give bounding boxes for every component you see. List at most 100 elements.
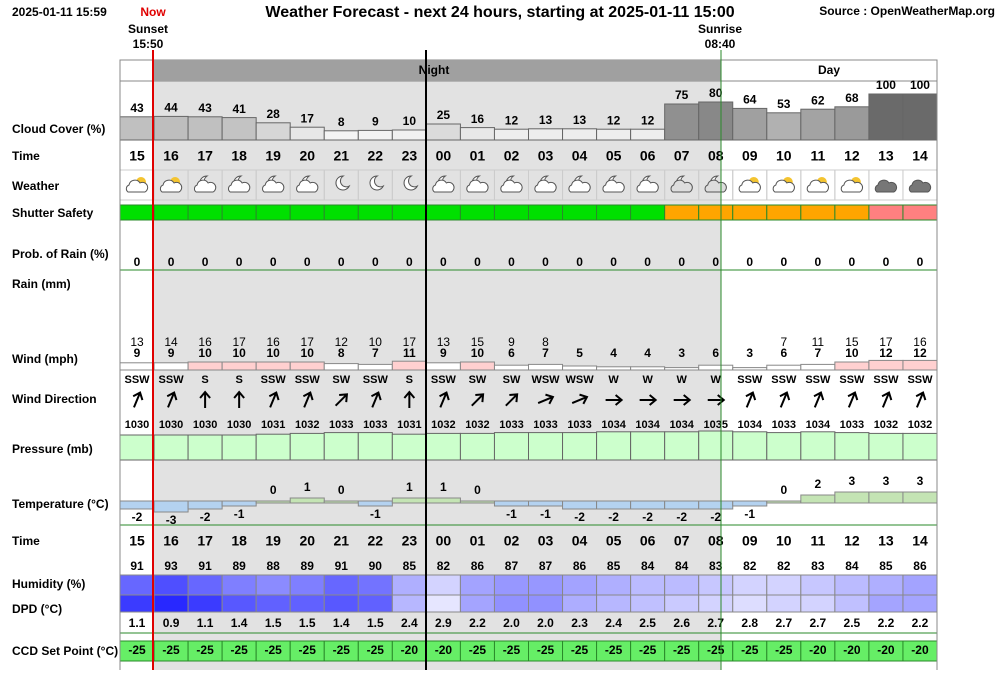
- time: 12: [844, 148, 860, 164]
- wind-gust: 16: [913, 335, 927, 349]
- pressure-value: 1030: [227, 419, 251, 431]
- temperature-bar: [119, 500, 155, 510]
- time: 12: [844, 533, 860, 549]
- time: 14: [912, 533, 928, 549]
- humidity-value: 91: [335, 559, 349, 573]
- shutter-cell: [562, 204, 598, 221]
- cloud-icon: [534, 179, 557, 193]
- temperature-value: -3: [166, 513, 177, 527]
- wind-bar: [528, 363, 564, 371]
- wind-speed: 10: [301, 346, 315, 360]
- pressure-bar: [357, 432, 393, 461]
- wind-bar: [800, 363, 836, 371]
- temperature-value: -1: [506, 507, 517, 521]
- cloud-icon: [228, 179, 251, 193]
- time: 00: [436, 533, 452, 549]
- cloud-icon: [568, 179, 591, 193]
- pressure-value: 1033: [329, 419, 353, 431]
- humidity-bar: [698, 574, 734, 596]
- dpd-bar: [800, 594, 836, 613]
- humidity-value: 84: [845, 559, 859, 573]
- row-label: Wind (mph): [12, 352, 78, 366]
- wind-arrow: [166, 391, 178, 408]
- temperature-value: -1: [540, 507, 551, 521]
- wind-arrow: [370, 391, 382, 408]
- humidity-bar: [153, 574, 189, 596]
- ccd-value: -25: [707, 643, 725, 657]
- ccd-value: -25: [775, 643, 793, 657]
- cloud-bar: [357, 129, 393, 141]
- wind-arrow: [639, 394, 658, 406]
- sunrise-label: Sunrise: [698, 22, 742, 36]
- wind-direction: SSW: [124, 374, 150, 386]
- ccd-value: -25: [571, 643, 589, 657]
- row-label: Temperature (°C): [12, 497, 109, 511]
- time: 16: [163, 148, 179, 164]
- humidity-value: 89: [232, 559, 246, 573]
- wind-speed: 5: [576, 346, 583, 360]
- pressure-bar: [255, 433, 291, 461]
- sunrise-time: 08:40: [705, 37, 736, 51]
- shutter-cell: [732, 204, 768, 221]
- cloud-value: 41: [232, 102, 246, 116]
- humidity-bar: [596, 574, 632, 596]
- wind-bar: [732, 367, 768, 371]
- cloud-icon: [874, 179, 898, 193]
- wind-bar: [391, 360, 427, 371]
- temperature-value: -2: [132, 510, 143, 524]
- timestamp: 2025-01-11 15:59: [12, 5, 107, 19]
- pressure-bar: [800, 431, 836, 461]
- cloud-icon: [500, 179, 523, 193]
- rain-prob: 0: [440, 255, 447, 269]
- wind-direction: S: [201, 374, 208, 386]
- ccd-value: -25: [162, 643, 180, 657]
- pressure-value: 1033: [567, 419, 591, 431]
- wind-speed: 11: [403, 346, 416, 360]
- dpd-bar: [528, 594, 564, 613]
- humidity-value: 91: [130, 559, 144, 573]
- cloud-value: 44: [164, 101, 178, 115]
- pressure-bar: [834, 432, 870, 461]
- temperature-bar: [562, 500, 598, 510]
- pressure-bar: [391, 433, 427, 461]
- rain-prob: 0: [202, 255, 209, 269]
- time: 04: [572, 148, 588, 164]
- shutter-cell: [289, 204, 325, 221]
- cloud-value: 64: [743, 93, 757, 107]
- ccd-value: -25: [503, 643, 521, 657]
- pressure-bar: [698, 430, 734, 461]
- time: 01: [470, 148, 486, 164]
- pressure-value: 1032: [431, 419, 455, 431]
- dpd-value: 1.4: [333, 616, 350, 630]
- wind-gust: 17: [403, 335, 417, 349]
- wind-bar: [357, 363, 393, 371]
- cloud-value: 12: [607, 113, 621, 127]
- temperature-bar: [493, 500, 530, 507]
- pressure-value: 1031: [397, 419, 421, 431]
- temperature-value: 2: [815, 477, 822, 491]
- wind-gust: 7: [780, 335, 787, 349]
- ccd-value: -25: [265, 643, 283, 657]
- dpd-value: 2.8: [741, 616, 758, 630]
- dpd-bar: [153, 594, 189, 613]
- dpd-bar: [698, 594, 734, 613]
- temperature-value: -1: [234, 507, 245, 521]
- cloud-value: 43: [198, 101, 212, 115]
- ccd-value: -20: [877, 643, 895, 657]
- row-label: DPD (°C): [12, 602, 62, 616]
- ccd-value: -25: [299, 643, 317, 657]
- temperature-bar: [664, 500, 700, 510]
- wind-bar: [255, 361, 291, 371]
- cloud-value: 17: [301, 111, 315, 125]
- shutter-cell: [119, 204, 155, 221]
- humidity-value: 83: [811, 559, 825, 573]
- cloud-bar: [528, 128, 564, 141]
- wind-bar: [630, 366, 666, 371]
- time: 07: [674, 533, 690, 549]
- wind-bar: [868, 359, 904, 371]
- dpd-value: 2.2: [878, 616, 895, 630]
- rain-prob: 0: [236, 255, 243, 269]
- wind-arrow: [915, 391, 927, 408]
- pressure-value: 1033: [840, 419, 864, 431]
- cloud-bar: [732, 107, 768, 141]
